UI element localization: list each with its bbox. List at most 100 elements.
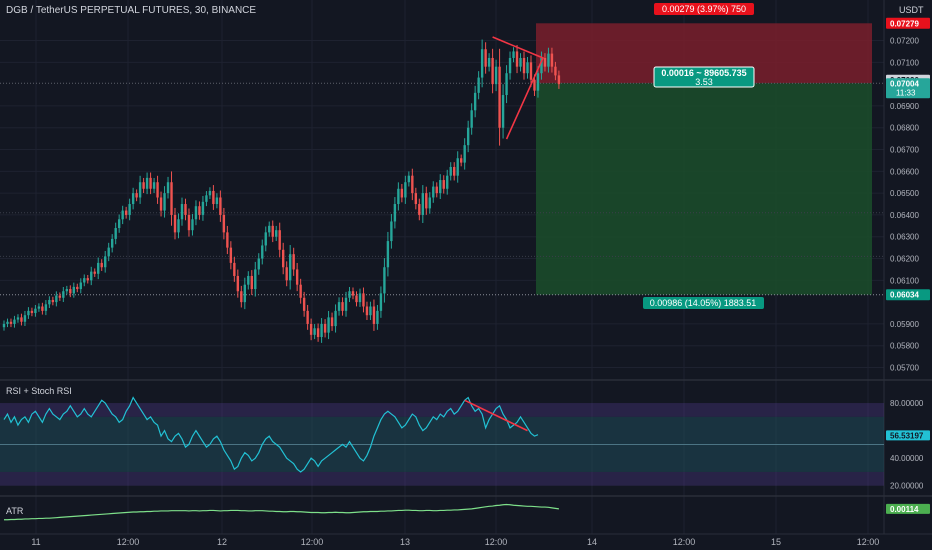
candle[interactable] [208, 187, 212, 200]
rsi-divergence-line[interactable] [464, 399, 528, 432]
candle[interactable] [400, 183, 404, 203]
candle[interactable] [529, 55, 533, 87]
candle[interactable] [316, 323, 320, 342]
candle[interactable] [372, 299, 376, 331]
candlestick-series[interactable] [2, 39, 561, 343]
candle[interactable] [369, 301, 372, 321]
atr-pane-title[interactable]: ATR [6, 506, 24, 516]
candle[interactable] [107, 242, 110, 262]
candle[interactable] [334, 304, 337, 333]
candle[interactable] [69, 285, 72, 298]
atr-pane[interactable]: ATR [4, 503, 559, 521]
candle[interactable] [355, 291, 358, 307]
candle[interactable] [187, 208, 191, 237]
candle[interactable] [205, 191, 208, 207]
candle[interactable] [540, 51, 543, 80]
candle[interactable] [348, 286, 351, 303]
candle[interactable] [275, 225, 278, 241]
symmetrical-triangle[interactable] [492, 36, 545, 140]
candle[interactable] [173, 207, 177, 240]
candle[interactable] [180, 197, 184, 226]
candle[interactable] [6, 318, 9, 328]
candle[interactable] [292, 247, 295, 276]
candle[interactable] [453, 162, 456, 181]
candle[interactable] [397, 182, 400, 211]
candle[interactable] [536, 66, 540, 98]
candle[interactable] [191, 213, 194, 236]
candle[interactable] [236, 269, 240, 298]
candle[interactable] [337, 297, 341, 316]
candle[interactable] [124, 206, 128, 219]
candle[interactable] [344, 291, 348, 317]
candle[interactable] [466, 120, 470, 153]
candle[interactable] [278, 222, 281, 258]
candle[interactable] [93, 268, 96, 277]
candle[interactable] [414, 187, 418, 210]
candle[interactable] [484, 42, 487, 74]
candle[interactable] [407, 171, 411, 187]
candle[interactable] [519, 53, 522, 72]
candle[interactable] [494, 59, 498, 92]
candle[interactable] [149, 172, 152, 195]
candle[interactable] [365, 301, 369, 321]
candle[interactable] [62, 286, 65, 303]
candle[interactable] [16, 314, 20, 323]
candle[interactable] [198, 201, 201, 220]
candle[interactable] [23, 310, 27, 327]
trend-drawings[interactable] [492, 36, 545, 140]
candle[interactable] [41, 302, 44, 315]
candle[interactable] [9, 318, 13, 328]
candle[interactable] [411, 168, 414, 201]
candle[interactable] [459, 154, 463, 167]
candle[interactable] [121, 205, 124, 225]
candle[interactable] [114, 222, 117, 245]
candle[interactable] [97, 257, 100, 280]
candle[interactable] [299, 278, 302, 304]
candle[interactable] [44, 300, 48, 316]
candle[interactable] [330, 312, 334, 331]
candle[interactable] [250, 270, 253, 295]
candle[interactable] [526, 56, 529, 79]
currency-label[interactable]: USDT [899, 5, 924, 15]
candle[interactable] [2, 320, 6, 331]
candle[interactable] [79, 278, 82, 294]
candle[interactable] [170, 171, 173, 226]
candle[interactable] [194, 200, 198, 226]
candle[interactable] [159, 191, 163, 217]
candle[interactable] [142, 177, 145, 194]
position-zones[interactable] [536, 23, 872, 295]
candle[interactable] [264, 226, 267, 252]
candle[interactable] [393, 197, 397, 229]
candle[interactable] [470, 103, 473, 135]
candle[interactable] [557, 70, 561, 89]
candle[interactable] [309, 318, 313, 341]
candle[interactable] [156, 175, 159, 204]
candle[interactable] [48, 296, 51, 309]
candle[interactable] [435, 182, 438, 198]
candle[interactable] [376, 304, 379, 330]
candle[interactable] [282, 242, 285, 275]
candle[interactable] [243, 277, 247, 310]
candle[interactable] [65, 285, 69, 295]
candle[interactable] [432, 181, 435, 203]
candle[interactable] [212, 185, 215, 210]
candle[interactable] [446, 169, 449, 195]
rsi-line[interactable] [3, 396, 539, 473]
candle[interactable] [268, 221, 271, 237]
candle[interactable] [302, 291, 306, 317]
candle[interactable] [37, 303, 41, 312]
candle[interactable] [152, 177, 156, 194]
atr-line[interactable] [4, 503, 559, 521]
candle[interactable] [295, 263, 299, 292]
symbol-title[interactable]: DGB / TetherUS PERPETUAL FUTURES, 30, BI… [6, 5, 257, 16]
candle[interactable] [358, 288, 362, 307]
candle[interactable] [76, 283, 79, 293]
candle[interactable] [163, 186, 166, 218]
candle[interactable] [449, 162, 452, 181]
candle[interactable] [177, 213, 180, 239]
candle[interactable] [226, 225, 229, 255]
candle[interactable] [351, 287, 355, 300]
candle[interactable] [51, 296, 55, 306]
candle[interactable] [271, 220, 274, 243]
